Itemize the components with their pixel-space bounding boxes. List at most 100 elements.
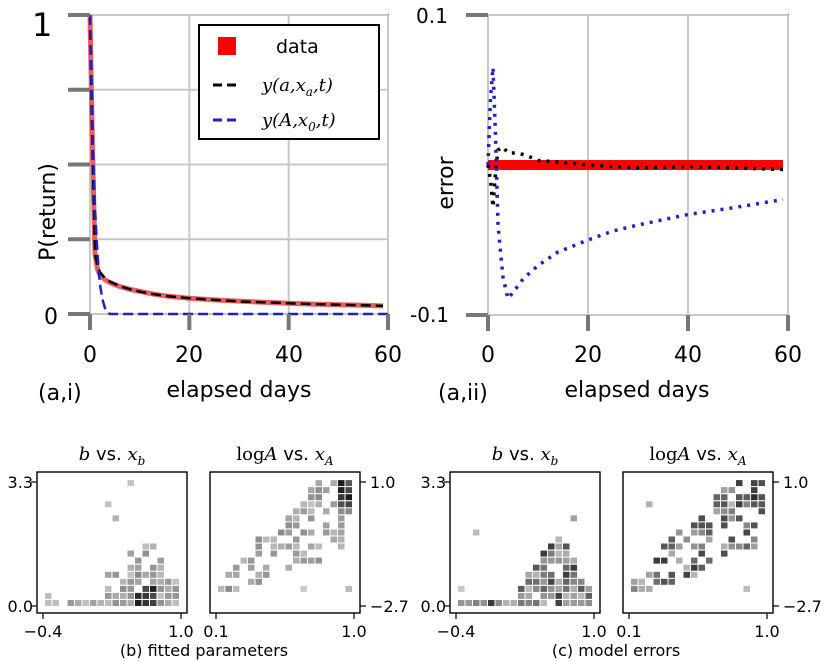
heatmap-cell	[135, 564, 142, 571]
heatmap-cell	[676, 557, 683, 564]
heatmap-cell	[525, 600, 532, 606]
series-line-y(A,x0,t)	[88, 14, 388, 316]
heatmap-cell	[525, 592, 532, 599]
heatmap-cell	[721, 522, 728, 529]
heatmap-cell	[518, 585, 525, 592]
heatmap-cell	[308, 494, 315, 501]
x-tick-label: 1.0	[168, 622, 193, 641]
y-tick-label: −2.7	[783, 597, 822, 616]
heatmap-cell	[338, 529, 345, 536]
heatmap-cell	[157, 557, 164, 564]
heatmap-cell	[540, 585, 547, 592]
heatmap-cell	[127, 585, 134, 592]
heatmap-cell	[555, 585, 562, 592]
y-tick-label: 1.0	[783, 473, 808, 492]
legend-label-data: data	[276, 36, 319, 58]
heatmap-cell	[751, 487, 758, 494]
heatmap-cell	[743, 522, 750, 529]
heatmap-cell	[548, 571, 555, 578]
heatmap-cell	[45, 592, 52, 599]
heatmap-cell	[142, 585, 149, 592]
heatmap-cell	[112, 600, 119, 606]
heatmap-cell	[165, 578, 172, 585]
heatmap-cell	[668, 571, 675, 578]
heatmap-cell	[120, 585, 127, 592]
panel-a-ii: 0.1 -0.1 0 20 40 60 elapsed days (a,ii) …	[410, 4, 802, 406]
heatmap-cell	[75, 600, 82, 606]
heatmap-cell	[713, 501, 720, 508]
heatmap-cell	[157, 578, 164, 585]
heatmap-cell	[563, 585, 570, 592]
heatmap-cell	[330, 480, 337, 487]
heatmap-cell	[721, 487, 728, 494]
heatmap-cell	[570, 571, 577, 578]
heatmap-cell	[345, 508, 352, 515]
heatmap-cell	[698, 529, 705, 536]
heatmap-cell	[135, 571, 142, 578]
heatmap-cell	[338, 501, 345, 508]
heatmap-cell	[555, 600, 562, 606]
heatmap-cell	[661, 557, 668, 564]
heatmap-cell	[518, 592, 525, 599]
y-tick-label-top: 0.1	[416, 4, 448, 28]
heatmap-cell	[157, 592, 164, 599]
heatmap-cell	[97, 600, 104, 606]
heatmap-title: b vs. xb	[492, 444, 559, 468]
heatmap-cell	[142, 550, 149, 557]
heatmap-frame	[449, 471, 601, 614]
heatmap-cell	[255, 578, 262, 585]
heatmap-cell	[315, 494, 322, 501]
heatmap-cell	[135, 557, 142, 564]
x-tick-label: −0.4	[437, 622, 476, 641]
legend-label-y-a-xa-t: y(a,xa,t)	[261, 75, 333, 99]
heatmap-cell	[293, 543, 300, 550]
heatmap-cell	[548, 592, 555, 599]
heatmap-cell	[555, 557, 562, 564]
heatmap-cell	[646, 585, 653, 592]
y-tick-label: 3.3	[8, 473, 33, 492]
heatmap-cell	[315, 487, 322, 494]
heatmap-cell	[248, 557, 255, 564]
x-tick-label: 0	[481, 343, 495, 368]
heatmap-cell	[578, 578, 585, 585]
legend: data y(a,xa,t) y(A,x0,t)	[198, 24, 380, 140]
heatmap-cell	[315, 480, 322, 487]
x-tick-label: −0.4	[24, 622, 63, 641]
heatmap-cell	[585, 592, 592, 599]
heatmap-cell	[631, 578, 638, 585]
heatmap-cell	[300, 585, 307, 592]
heatmap-cell	[300, 529, 307, 536]
heatmap-cell	[293, 508, 300, 515]
heatmap-cell	[555, 543, 562, 550]
heatmap-cell	[255, 550, 262, 557]
heatmap-cell	[127, 480, 134, 487]
heatmap-cell	[300, 550, 307, 557]
x-tick-label: 60	[774, 343, 802, 368]
heatmap-cell	[743, 501, 750, 508]
heatmap-cell	[728, 515, 735, 522]
heatmap-cell	[172, 578, 179, 585]
heatmap-cell	[751, 480, 758, 487]
heatmap-cell	[142, 571, 149, 578]
heatmap-cell	[563, 578, 570, 585]
x-tick-label: 60	[374, 343, 402, 368]
heatmap-cell	[533, 564, 540, 571]
x-tick-label: 40	[275, 343, 303, 368]
heatmap-cell	[150, 585, 157, 592]
heatmap-cell	[570, 585, 577, 592]
heatmap-cell	[82, 600, 89, 606]
panel-label: (a,ii)	[438, 381, 488, 406]
heatmap-cell	[751, 522, 758, 529]
heatmap-cell	[300, 508, 307, 515]
heatmap-cell	[233, 571, 240, 578]
heatmap-cell	[285, 564, 292, 571]
heatmap-cell	[691, 557, 698, 564]
heatmap-frame	[36, 471, 188, 614]
heatmap-cell	[285, 529, 292, 536]
heatmap-cell	[270, 550, 277, 557]
heatmap-cell	[533, 578, 540, 585]
panel-a-i: 1 0 0 20 40 60 elapsed days (a,i) P(retu…	[32, 6, 402, 406]
heatmap-cell	[345, 480, 352, 487]
heatmap-cell	[691, 529, 698, 536]
